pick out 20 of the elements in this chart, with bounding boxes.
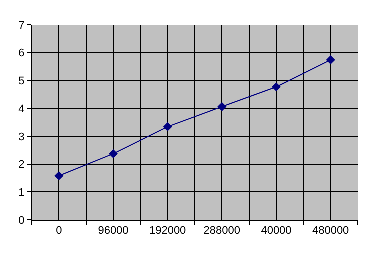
y-tick-label: 5 xyxy=(18,76,25,88)
point xyxy=(272,82,282,92)
x-tick-label: 96000 xyxy=(98,225,129,238)
point xyxy=(163,122,172,132)
point xyxy=(218,102,227,112)
y-tick-label: 0 xyxy=(18,214,25,227)
point xyxy=(108,149,118,159)
y-tick-label: 4 xyxy=(18,103,25,116)
y-tick-label: 2 xyxy=(18,159,25,172)
y-tick-label: 7 xyxy=(18,20,25,32)
point xyxy=(326,56,336,65)
y-tick-label: 1 xyxy=(18,186,25,199)
y-tick-label: 6 xyxy=(18,48,25,60)
x-tick-label: 0 xyxy=(56,225,62,238)
x-tick-label: 480000 xyxy=(312,225,350,238)
x-tick-label: 192000 xyxy=(149,225,186,238)
x-tick-label: 288000 xyxy=(204,225,241,238)
point xyxy=(54,171,64,181)
x-tick-label: 40000 xyxy=(261,225,292,238)
y-tick-label: 3 xyxy=(18,131,25,144)
